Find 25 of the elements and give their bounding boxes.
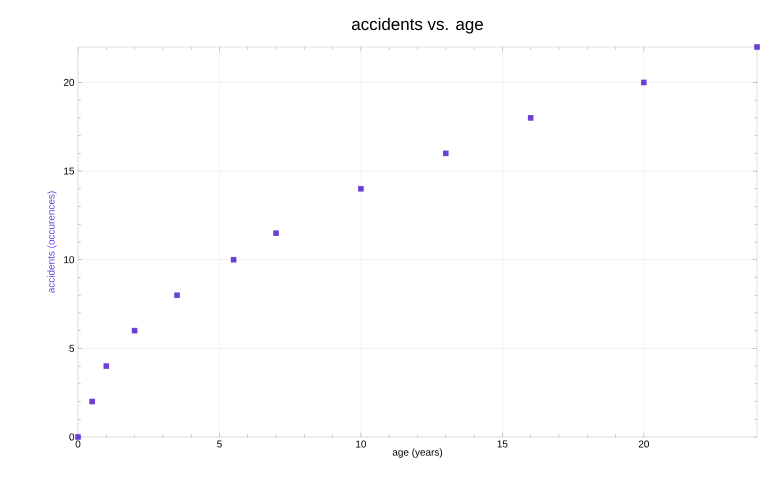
point bbox=[230, 256, 236, 263]
y-axis-title: accidents (occurences) bbox=[47, 191, 57, 293]
x-tick-label: 10 bbox=[356, 440, 366, 448]
y-tick-label: 10 bbox=[64, 256, 74, 264]
y-tick-label: 20 bbox=[64, 78, 74, 86]
point bbox=[89, 398, 95, 404]
point bbox=[273, 230, 279, 236]
point bbox=[358, 186, 364, 192]
point bbox=[528, 115, 534, 121]
point bbox=[132, 328, 138, 334]
y-tick-label: 5 bbox=[69, 344, 74, 352]
point bbox=[754, 44, 760, 50]
point bbox=[174, 292, 180, 298]
y-tick-label: 15 bbox=[64, 168, 74, 175]
x-tick-label: 5 bbox=[217, 440, 222, 448]
point bbox=[104, 363, 110, 369]
y-tick-label: 0 bbox=[69, 433, 74, 441]
x-tick-label: 20 bbox=[638, 440, 649, 448]
point bbox=[75, 434, 81, 440]
chart-title: accidents vs. age bbox=[352, 18, 483, 34]
x-axis-title: age (years) bbox=[392, 448, 442, 458]
x-tick-label: 15 bbox=[498, 440, 508, 448]
point bbox=[641, 80, 647, 86]
x-tick-label: 0 bbox=[76, 440, 80, 448]
point bbox=[443, 150, 449, 156]
